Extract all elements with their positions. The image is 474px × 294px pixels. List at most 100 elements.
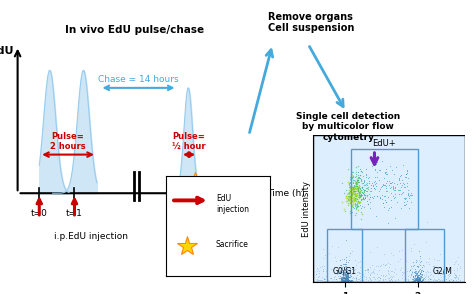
Point [350, 185, 358, 190]
Point [368, 263, 376, 267]
Point [414, 279, 421, 284]
Point [424, 279, 432, 283]
Point [436, 273, 444, 277]
Text: EdU
injection: EdU injection [216, 194, 249, 214]
Point [373, 276, 381, 281]
Point [348, 196, 356, 201]
Point [348, 191, 356, 196]
Point [373, 245, 381, 249]
Point [358, 193, 366, 198]
Point [342, 269, 350, 273]
Point [419, 269, 426, 274]
Point [344, 273, 351, 278]
Point [394, 188, 401, 193]
Point [352, 275, 359, 279]
Point [343, 279, 351, 284]
Point [347, 207, 355, 212]
Point [343, 270, 350, 275]
Point [413, 279, 421, 284]
Point [414, 279, 421, 284]
Point [357, 176, 365, 181]
Point [349, 170, 357, 175]
Point [418, 268, 426, 273]
Point [414, 273, 421, 277]
Point [348, 265, 356, 269]
Point [374, 170, 381, 174]
Point [426, 255, 433, 260]
Point [413, 258, 420, 263]
Point [356, 275, 364, 280]
Point [387, 250, 395, 255]
Point [346, 189, 353, 194]
Point [355, 198, 362, 203]
Point [450, 274, 457, 279]
Point [344, 275, 352, 280]
Point [359, 211, 366, 216]
Point [402, 196, 410, 201]
Point [427, 277, 435, 282]
Point [341, 279, 348, 284]
Point [414, 274, 422, 279]
Point [324, 278, 332, 283]
Point [340, 280, 348, 285]
Point [388, 180, 396, 185]
Point [332, 280, 340, 284]
Point [347, 186, 355, 190]
Point [444, 276, 452, 280]
Point [340, 278, 347, 282]
Point [410, 277, 418, 282]
Point [339, 273, 346, 277]
Point [407, 193, 415, 197]
Point [347, 277, 355, 282]
Point [344, 270, 351, 275]
Point [347, 190, 355, 195]
Point [343, 278, 350, 283]
Point [359, 181, 367, 186]
Point [364, 183, 371, 188]
Point [413, 273, 420, 278]
Point [366, 199, 374, 204]
Point [384, 268, 392, 273]
Point [342, 278, 349, 283]
Point [342, 274, 350, 279]
Point [374, 279, 382, 283]
Point [341, 274, 349, 278]
Point [356, 167, 364, 171]
Point [355, 190, 363, 195]
Point [345, 277, 353, 282]
Point [340, 278, 348, 283]
Point [341, 278, 349, 282]
Point [427, 272, 435, 276]
Point [419, 269, 427, 273]
Point [418, 275, 426, 279]
Point [337, 278, 345, 282]
Point [344, 280, 351, 284]
Point [343, 261, 350, 266]
Point [358, 185, 365, 190]
Point [346, 268, 354, 273]
Point [318, 263, 326, 268]
Point [415, 274, 422, 279]
Point [348, 193, 356, 198]
Point [351, 201, 359, 206]
Point [350, 174, 357, 179]
Point [381, 262, 389, 267]
Point [411, 270, 419, 274]
Point [356, 190, 364, 194]
Point [345, 259, 352, 264]
Point [345, 275, 352, 280]
Point [413, 270, 420, 275]
Point [356, 273, 364, 278]
Point [449, 278, 457, 283]
Point [353, 203, 360, 208]
Point [344, 276, 352, 281]
Point [345, 280, 353, 284]
Point [403, 202, 410, 207]
Point [384, 268, 392, 273]
Point [354, 279, 361, 284]
Point [426, 277, 433, 282]
Point [414, 272, 421, 276]
Point [351, 192, 359, 197]
Point [412, 278, 420, 283]
Point [345, 280, 352, 284]
